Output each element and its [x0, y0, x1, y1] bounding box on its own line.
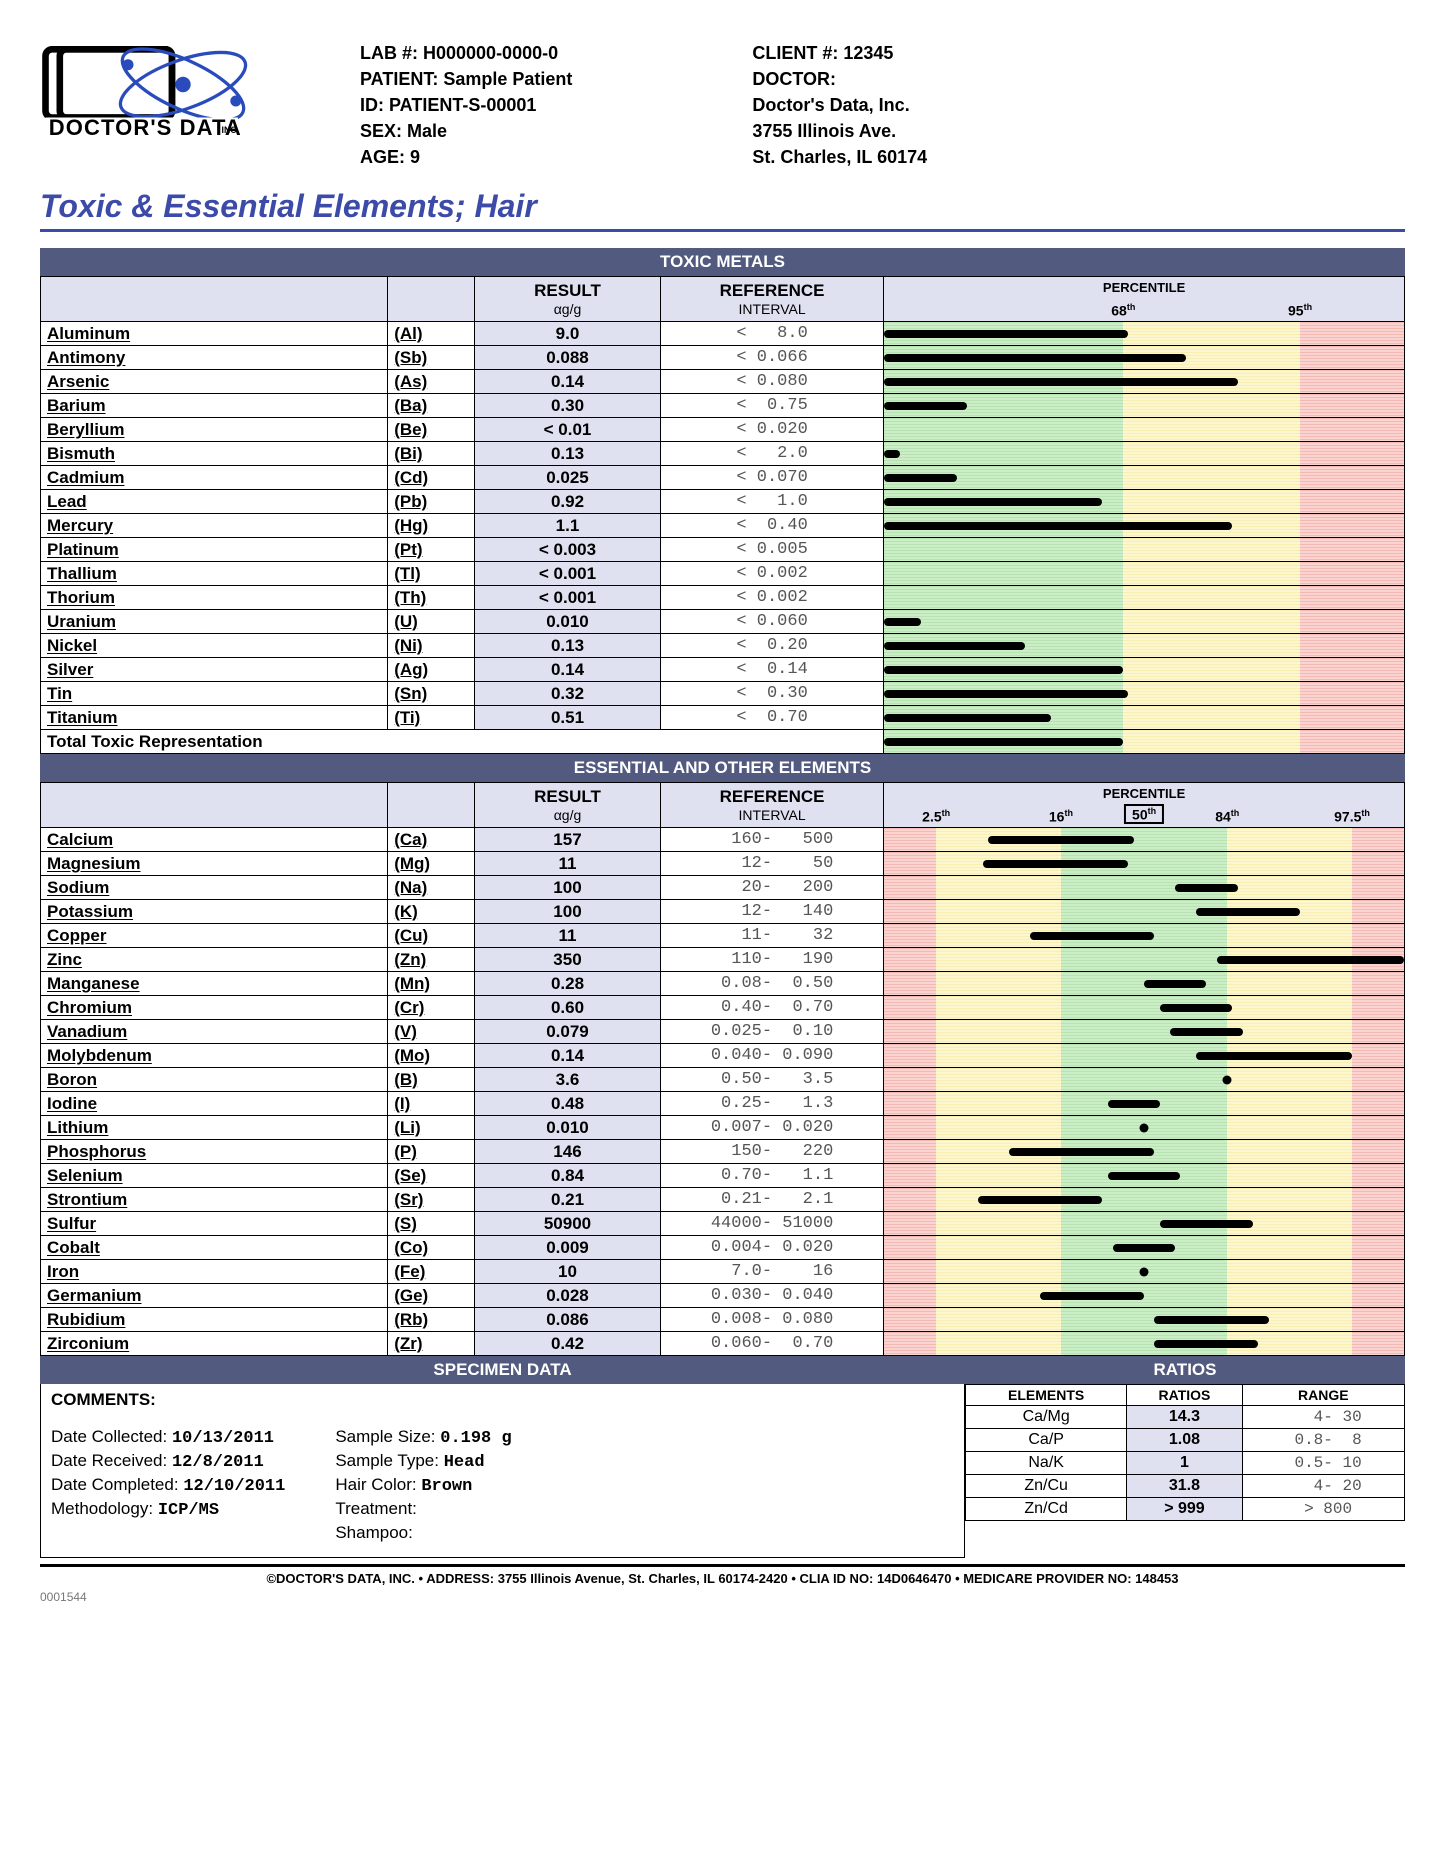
table-row: Arsenic(As) 0.14< 0.080 [41, 370, 1405, 394]
table-row: Vanadium(V) 0.0790.025- 0.10 [41, 1020, 1405, 1044]
ratio-row: Zn/Cu31.8 4- 20 [966, 1475, 1405, 1498]
table-row: Iodine(I) 0.48 0.25- 1.3 [41, 1092, 1405, 1116]
table-row: Copper(Cu) 11 11- 32 [41, 924, 1405, 948]
ratios-header: RATIOS [965, 1356, 1405, 1384]
percentile-header-essential: PERCENTILE2.5th16th50th84th97.5th [884, 784, 1404, 826]
table-row: Rubidium(Rb) 0.0860.008- 0.080 [41, 1308, 1405, 1332]
table-row: Mercury(Hg) 1.1< 0.40 [41, 514, 1405, 538]
table-row: Barium(Ba) 0.30< 0.75 [41, 394, 1405, 418]
result-header: RESULT [534, 787, 601, 807]
svg-text:INC.: INC. [222, 125, 240, 135]
ratio-row: Zn/Cd> 999 > 800 [966, 1498, 1405, 1521]
toxic-section-header: TOXIC METALS [40, 248, 1405, 276]
table-row: Lithium(Li) 0.0100.007- 0.020 [41, 1116, 1405, 1140]
unit-label: αg/g [554, 807, 582, 823]
table-row: Aluminum(Al) 9.0< 8.0 [41, 322, 1405, 346]
ref-sub: INTERVAL [738, 807, 805, 823]
ratio-col-header: RATIOS [1127, 1385, 1242, 1406]
company-logo: DOCTOR'S DATA INC. [40, 40, 280, 170]
table-row: Titanium(Ti) 0.51< 0.70 [41, 706, 1405, 730]
table-row: Cobalt(Co) 0.0090.004- 0.020 [41, 1236, 1405, 1260]
table-row: Sulfur(S) 5090044000- 51000 [41, 1212, 1405, 1236]
table-row: Bismuth(Bi) 0.13< 2.0 [41, 442, 1405, 466]
comments-label: COMMENTS: [51, 1390, 954, 1410]
ratio-row: Na/K1 0.5- 10 [966, 1452, 1405, 1475]
table-row: Magnesium(Mg) 11 12- 50 [41, 852, 1405, 876]
table-row: Tin(Sn) 0.32< 0.30 [41, 682, 1405, 706]
svg-text:DOCTOR'S DATA: DOCTOR'S DATA [49, 115, 242, 140]
ref-header: REFERENCE [720, 281, 825, 301]
table-row: Zirconium(Zr) 0.420.060- 0.70 [41, 1332, 1405, 1356]
page-number: 0001544 [40, 1590, 1405, 1604]
table-row: Cadmium(Cd) 0.025< 0.070 [41, 466, 1405, 490]
ratio-col-header: ELEMENTS [966, 1385, 1127, 1406]
table-row: Manganese(Mn) 0.28 0.08- 0.50 [41, 972, 1405, 996]
table-row: Strontium(Sr) 0.21 0.21- 2.1 [41, 1188, 1405, 1212]
table-row: Selenium(Se) 0.84 0.70- 1.1 [41, 1164, 1405, 1188]
total-toxic-row: Total Toxic Representation [41, 730, 1405, 754]
table-row: Boron(B) 3.6 0.50- 3.5 [41, 1068, 1405, 1092]
ref-sub: INTERVAL [738, 301, 805, 317]
table-row: Lead(Pb) 0.92< 1.0 [41, 490, 1405, 514]
table-row: Germanium(Ge) 0.0280.030- 0.040 [41, 1284, 1405, 1308]
essential-section-header: ESSENTIAL AND OTHER ELEMENTS [40, 754, 1405, 782]
table-row: Thorium(Th) < 0.001< 0.002 [41, 586, 1405, 610]
patient-info: LAB #: H000000-0000-0PATIENT: Sample Pat… [360, 40, 572, 170]
table-row: Zinc(Zn) 350 110- 190 [41, 948, 1405, 972]
table-row: Uranium(U) 0.010< 0.060 [41, 610, 1405, 634]
table-row: Potassium(K) 100 12- 140 [41, 900, 1405, 924]
table-row: Molybdenum(Mo) 0.140.040- 0.090 [41, 1044, 1405, 1068]
ratio-col-header: RANGE [1242, 1385, 1404, 1406]
result-header: RESULT [534, 281, 601, 301]
ref-header: REFERENCE [720, 787, 825, 807]
page-title: Toxic & Essential Elements; Hair [40, 188, 1405, 232]
essential-table: RESULTαg/g REFERENCEINTERVAL PERCENTILE2… [40, 782, 1405, 1356]
specimen-data: SPECIMEN DATA COMMENTS: Date Collected: … [40, 1356, 965, 1558]
toxic-table: RESULTαg/g REFERENCEINTERVAL PERCENTILE6… [40, 276, 1405, 754]
ratio-row: Ca/P1.08 0.8- 8 [966, 1429, 1405, 1452]
table-row: Antimony(Sb) 0.088< 0.066 [41, 346, 1405, 370]
table-row: Chromium(Cr) 0.60 0.40- 0.70 [41, 996, 1405, 1020]
specimen-header: SPECIMEN DATA [40, 1356, 965, 1384]
ratios-block: RATIOS ELEMENTSRATIOSRANGECa/Mg14.3 4- 3… [965, 1356, 1405, 1558]
table-row: Iron(Fe) 10 7.0- 16 [41, 1260, 1405, 1284]
client-info: CLIENT #: 12345DOCTOR:Doctor's Data, Inc… [752, 40, 927, 170]
table-row: Silver(Ag) 0.14< 0.14 [41, 658, 1405, 682]
table-row: Platinum(Pt) < 0.003< 0.005 [41, 538, 1405, 562]
table-row: Thallium(Tl) < 0.001< 0.002 [41, 562, 1405, 586]
percentile-header-toxic: PERCENTILE68th95th [884, 278, 1404, 320]
ratio-row: Ca/Mg14.3 4- 30 [966, 1406, 1405, 1429]
table-row: Phosphorus(P) 146 150- 220 [41, 1140, 1405, 1164]
unit-label: αg/g [554, 301, 582, 317]
table-row: Sodium(Na) 100 20- 200 [41, 876, 1405, 900]
table-row: Nickel(Ni) 0.13< 0.20 [41, 634, 1405, 658]
footer-text: ©DOCTOR'S DATA, INC. • ADDRESS: 3755 Ill… [40, 1564, 1405, 1586]
table-row: Beryllium(Be) < 0.01< 0.020 [41, 418, 1405, 442]
table-row: Calcium(Ca) 157 160- 500 [41, 828, 1405, 852]
